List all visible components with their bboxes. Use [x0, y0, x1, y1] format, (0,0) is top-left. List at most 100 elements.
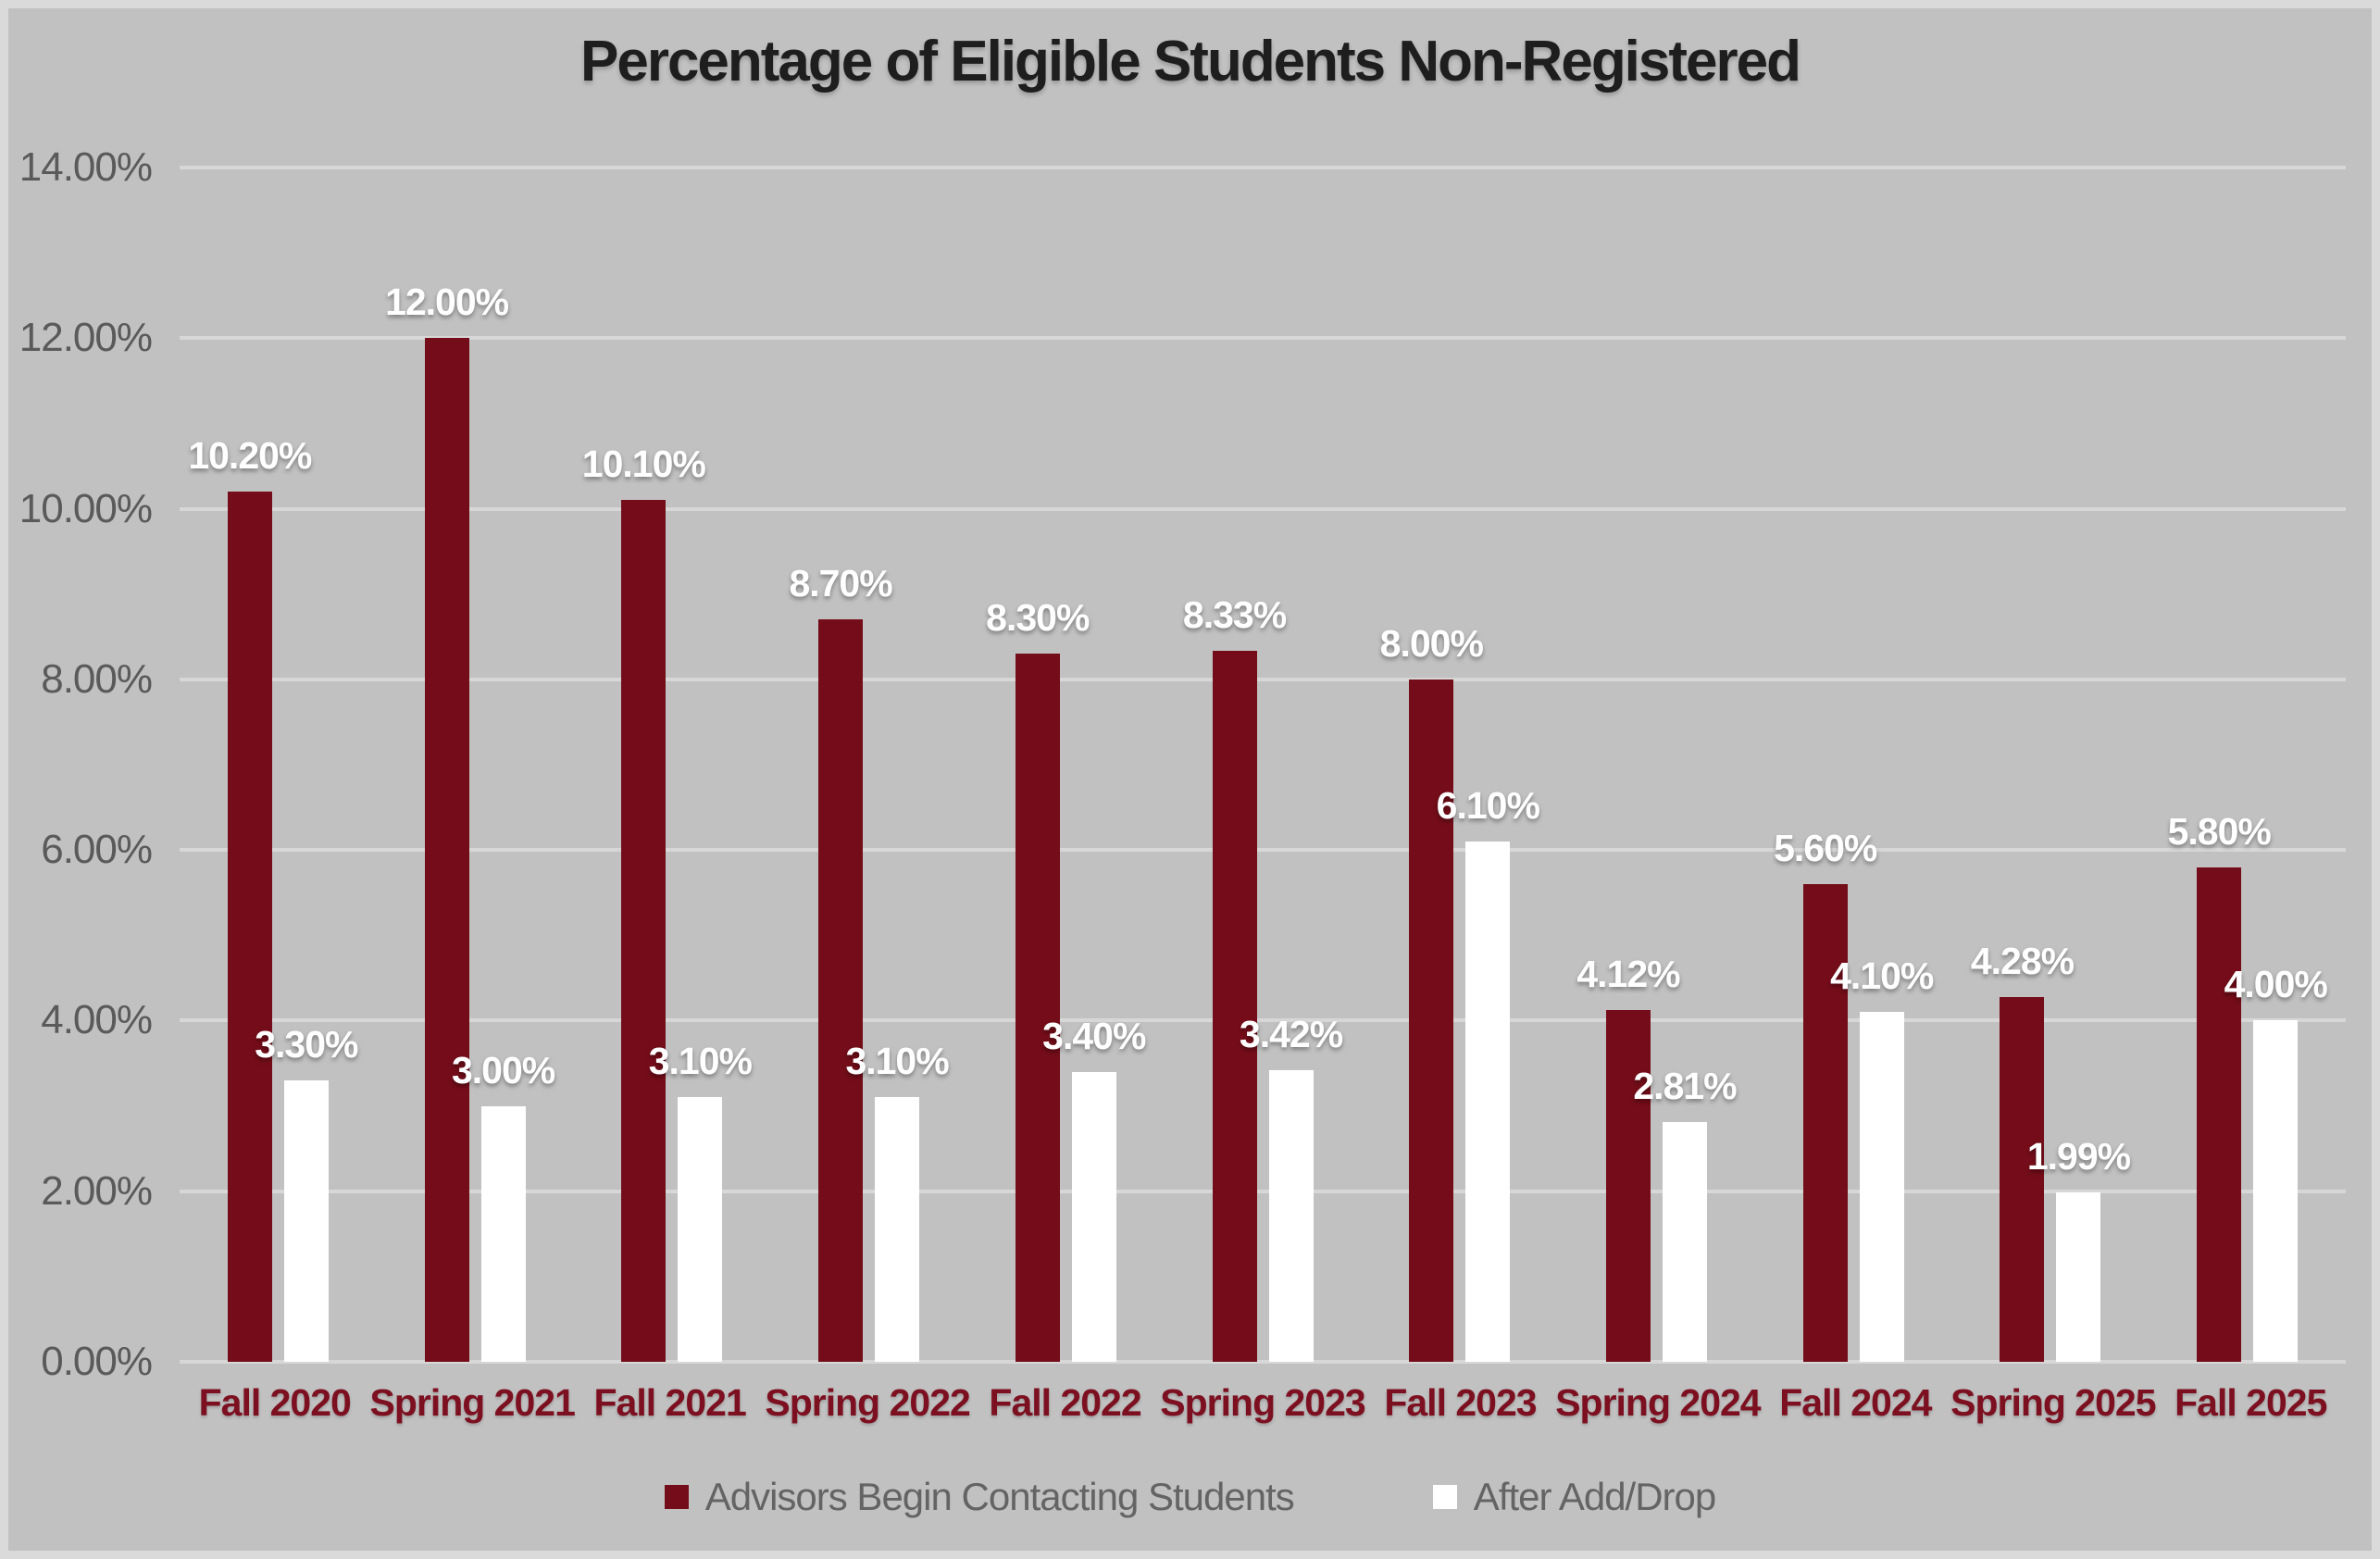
bar-advisors-begin-contacting-students — [424, 338, 469, 1362]
bar-advisors-begin-contacting-students — [1802, 884, 1848, 1362]
y-axis-label: 14.00% — [19, 144, 153, 190]
legend-swatch-after-add-drop — [1432, 1485, 1457, 1509]
bar-value-label-advisors-begin-contacting-students: 4.28% — [1970, 939, 2075, 982]
bar-value-label-after-add-drop: 6.10% — [1436, 783, 1540, 827]
bar-value-label-advisors-begin-contacting-students: 5.80% — [2167, 809, 2272, 853]
bar-value-label-after-add-drop: 4.00% — [2224, 963, 2328, 1006]
y-axis-label: 0.00% — [41, 1339, 153, 1384]
gridline-4.00% — [180, 1018, 2346, 1023]
bar-wrap-advisors-begin-contacting-students: 8.33% — [1183, 168, 1287, 1362]
category-label: Spring 2022 — [765, 1381, 970, 1424]
bar-group-fall-2024: 5.60% 4.10% — [1755, 168, 1952, 1362]
bar-wrap-advisors-begin-contacting-students: 8.00% — [1380, 168, 1484, 1362]
bar-wrap-advisors-begin-contacting-students: 12.00% — [385, 168, 509, 1362]
bar-wrap-advisors-begin-contacting-students: 4.12% — [1576, 168, 1681, 1362]
bar-after-add-drop — [1071, 1071, 1116, 1362]
bar-group-spring-2023: 8.33% 3.42% — [1165, 168, 1362, 1362]
bar-advisors-begin-contacting-students — [227, 492, 272, 1362]
grid-layer: 0.00% 2.00% 4.00% 6.00% 8.00% 10.00% 12.00% 14.… — [19, 144, 2346, 1384]
bar-group-fall-2020: 10.20% 3.30% — [180, 168, 377, 1362]
bar-after-add-drop — [2253, 1020, 2299, 1362]
bar-after-add-drop — [480, 1105, 526, 1362]
bar-after-add-drop — [1268, 1069, 1314, 1362]
bar-value-label-after-add-drop: 2.81% — [1633, 1065, 1737, 1108]
bar-after-add-drop — [1465, 841, 1511, 1362]
bar-advisors-begin-contacting-students — [2000, 996, 2045, 1362]
bar-wrap-advisors-begin-contacting-students: 8.70% — [789, 168, 893, 1362]
bar-wrap-after-add-drop: 4.10% — [1830, 168, 1934, 1362]
bar-advisors-begin-contacting-students — [1606, 1010, 1651, 1362]
bar-value-label-advisors-begin-contacting-students: 10.20% — [188, 434, 312, 478]
y-axis-label: 10.00% — [19, 485, 153, 531]
bar-after-add-drop — [678, 1097, 723, 1362]
category-label: Spring 2024 — [1555, 1381, 1761, 1424]
bar-wrap-after-add-drop: 3.40% — [1042, 168, 1146, 1362]
bar-group-fall-2023: 8.00% 6.10% — [1361, 168, 1558, 1362]
bars-layer: 10.20% 3.30% 12.00% 3.00% 10.10% 3.10% 8.70% 3.… — [180, 168, 2346, 1362]
bar-wrap-after-add-drop: 6.10% — [1437, 168, 1540, 1362]
bar-value-label-advisors-begin-contacting-students: 5.60% — [1774, 827, 1877, 869]
bar-value-label-after-add-drop: 4.10% — [1830, 954, 1934, 998]
bar-wrap-advisors-begin-contacting-students: 4.28% — [1971, 168, 2075, 1362]
bar-advisors-begin-contacting-students — [1212, 651, 1257, 1362]
legend-swatch-advisors-begin-contacting-students — [664, 1485, 689, 1509]
bar-advisors-begin-contacting-students — [1409, 679, 1454, 1362]
bar-wrap-after-add-drop: 3.10% — [845, 168, 950, 1362]
bar-after-add-drop — [2056, 1191, 2101, 1362]
category-label: Fall 2021 — [593, 1381, 747, 1424]
bar-value-label-after-add-drop: 3.00% — [451, 1048, 555, 1091]
bar-wrap-after-add-drop: 3.00% — [452, 168, 555, 1362]
bar-group-fall-2021: 10.10% 3.10% — [573, 168, 770, 1362]
bar-value-label-advisors-begin-contacting-students: 8.70% — [789, 562, 892, 605]
y-axis-label: 2.00% — [41, 1167, 153, 1214]
plot-area: 0.00% 2.00% 4.00% 6.00% 8.00% 10.00% 12.00% 14.… — [19, 144, 2346, 1384]
bar-advisors-begin-contacting-students — [621, 500, 667, 1362]
bar-value-label-after-add-drop: 3.40% — [1042, 1014, 1146, 1057]
bar-after-add-drop — [1663, 1122, 1707, 1362]
y-axis-label: 4.00% — [41, 997, 153, 1043]
chart-title: Percentage of Eligible Students Non-Regi… — [579, 30, 1801, 94]
bar-value-label-advisors-begin-contacting-students: 8.00% — [1379, 621, 1484, 665]
bar-value-label-advisors-begin-contacting-students: 8.30% — [986, 596, 1090, 640]
gridline-10.00% — [180, 506, 2346, 511]
bar-value-label-after-add-drop: 3.10% — [845, 1040, 949, 1083]
legend-item-advisors-begin-contacting-students: Advisors Begin Contacting Students — [664, 1475, 1295, 1519]
bar-advisors-begin-contacting-students — [1015, 654, 1060, 1362]
gridline-12.00% — [180, 336, 2346, 341]
bar-wrap-after-add-drop: 1.99% — [2027, 168, 2131, 1362]
bar-wrap-after-add-drop: 3.30% — [255, 168, 359, 1362]
category-label: Fall 2025 — [2174, 1381, 2327, 1424]
category-label: Spring 2023 — [1160, 1381, 1365, 1424]
category-axis: Fall 2020 Spring 2021 Fall 2021 Spring 2022… — [180, 1381, 2346, 1425]
legend: Advisors Begin Contacting Students After … — [8, 1475, 2372, 1519]
category-label: Fall 2022 — [989, 1381, 1141, 1424]
bar-group-spring-2022: 8.70% 3.10% — [770, 168, 967, 1362]
y-axis-label: 8.00% — [41, 655, 153, 702]
bar-wrap-after-add-drop: 3.42% — [1240, 168, 1343, 1362]
bar-wrap-advisors-begin-contacting-students: 8.30% — [986, 168, 1090, 1362]
bar-wrap-advisors-begin-contacting-students: 10.20% — [188, 168, 312, 1362]
bar-after-add-drop — [875, 1097, 920, 1362]
gridline-8.00% — [180, 677, 2346, 681]
legend-item-after-add-drop: After Add/Drop — [1432, 1475, 1716, 1519]
bar-after-add-drop — [1859, 1012, 1904, 1362]
legend-label-after-add-drop: After Add/Drop — [1473, 1475, 1716, 1518]
bar-value-label-after-add-drop: 3.30% — [255, 1022, 358, 1066]
category-label: Spring 2025 — [1950, 1381, 2156, 1424]
bar-group-spring-2024: 4.12% 2.81% — [1558, 168, 1755, 1362]
bar-wrap-after-add-drop: 3.10% — [649, 168, 753, 1362]
category-label: Fall 2024 — [1779, 1381, 1932, 1424]
bar-value-label-after-add-drop: 1.99% — [2026, 1134, 2131, 1178]
bar-value-label-advisors-begin-contacting-students: 8.33% — [1182, 593, 1287, 637]
bar-wrap-advisors-begin-contacting-students: 10.10% — [582, 168, 706, 1362]
bar-value-label-advisors-begin-contacting-students: 12.00% — [385, 281, 509, 324]
bar-wrap-after-add-drop: 2.81% — [1633, 168, 1738, 1362]
category-label: Spring 2021 — [369, 1381, 575, 1424]
category-label: Fall 2023 — [1384, 1381, 1537, 1424]
bar-value-label-after-add-drop: 3.42% — [1239, 1012, 1343, 1055]
bar-group-spring-2025: 4.28% 1.99% — [1952, 168, 2149, 1362]
bar-group-fall-2025: 5.80% 4.00% — [2149, 168, 2346, 1362]
bar-wrap-advisors-begin-contacting-students: 5.80% — [2168, 168, 2272, 1362]
legend-label-advisors-begin-contacting-students: Advisors Begin Contacting Students — [704, 1475, 1295, 1518]
gridline-2.00% — [180, 1189, 2346, 1193]
